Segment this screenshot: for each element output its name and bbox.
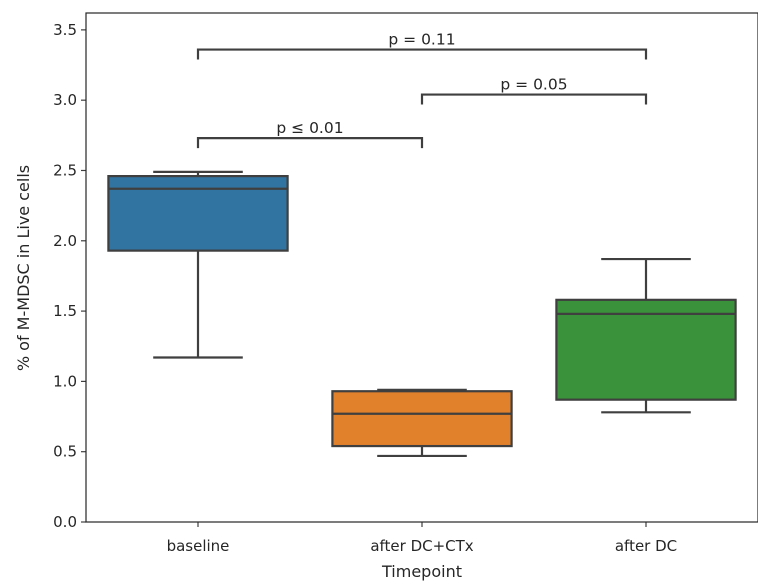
y-tick-label: 0.0 [53, 513, 77, 531]
x-axis-label: Timepoint [381, 562, 462, 581]
y-tick-label: 1.5 [53, 302, 77, 320]
p-value-label: p = 0.11 [388, 31, 455, 49]
plot-frame [85, 12, 758, 523]
significance-bracket [420, 93, 648, 105]
x-tick-label: after DC+CTx [370, 537, 473, 555]
y-tick-label: 0.5 [53, 443, 77, 461]
box-after-dc [555, 298, 737, 401]
box-baseline [107, 175, 289, 252]
y-tick-label: 2.0 [53, 232, 77, 250]
x-tick-label: baseline [167, 537, 230, 555]
significance-bracket [196, 137, 424, 149]
box-after-dc-ctx [331, 390, 513, 448]
significance-bracket [196, 48, 648, 60]
y-tick-label: 3.5 [53, 21, 77, 39]
y-tick-label: 3.0 [53, 91, 77, 109]
y-axis-label: % of M-MDSC in Live cells [14, 165, 33, 371]
x-tick-label: after DC [615, 537, 677, 555]
y-tick-label: 2.5 [53, 161, 77, 179]
p-value-label: p = 0.05 [500, 76, 567, 94]
y-tick-label: 1.0 [53, 372, 77, 390]
p-value-label: p ≤ 0.01 [276, 119, 343, 137]
